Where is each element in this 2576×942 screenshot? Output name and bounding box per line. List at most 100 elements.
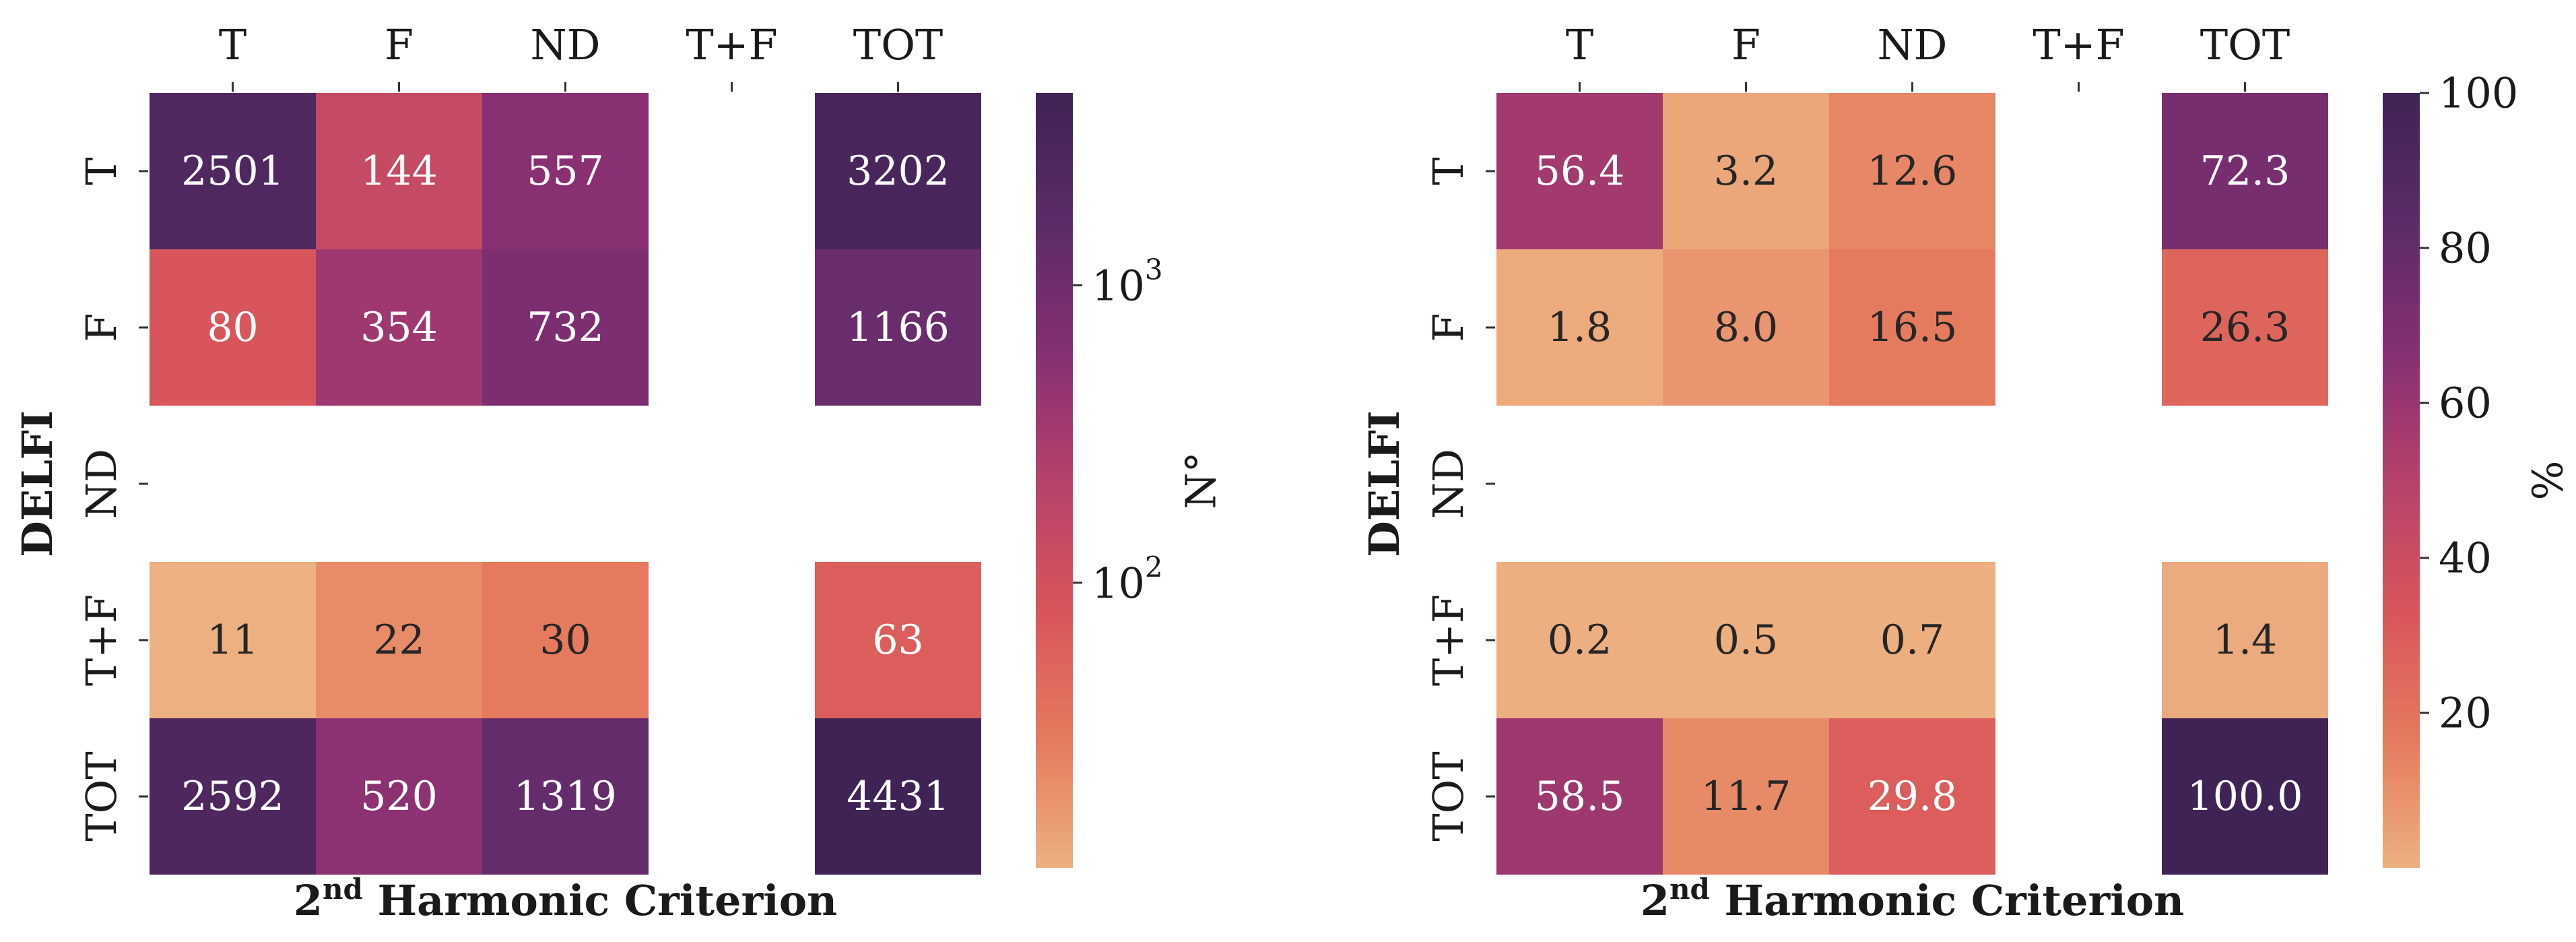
colorbar-tick-exponent: 3 xyxy=(1145,253,1163,286)
heatmap-cell xyxy=(815,93,981,249)
heatmap-cell xyxy=(316,718,482,875)
y-axis-title: DELFI xyxy=(1360,410,1409,557)
x-tick-label: T+F xyxy=(2033,20,2124,69)
x-axis-title-superscript: nd xyxy=(323,873,363,906)
x-tick-label: TOT xyxy=(2200,20,2290,69)
heatmap-cell xyxy=(1496,93,1663,249)
cell-value-label: 732 xyxy=(527,304,604,351)
heatmap-cell xyxy=(815,249,981,406)
heatmap-cell xyxy=(482,93,649,249)
colorbar-tick-exponent: 2 xyxy=(1145,550,1163,583)
cell-value-label: 1166 xyxy=(847,304,950,351)
heatmap-percent-panel: 56.4 3.2 12.6 72.3 1.8 8.0 16.5 26.3 0.2 0.5 0.7 1.… xyxy=(1360,20,2573,925)
cell-value-label: 2501 xyxy=(181,148,284,195)
heatmap-cell xyxy=(1496,249,1663,406)
cell-value-label: 16.5 xyxy=(1868,304,1958,351)
cell-value-label: 11.7 xyxy=(1701,773,1791,820)
cell-value-label: 1319 xyxy=(514,773,617,820)
colorbar-tick-label: 100 xyxy=(2439,69,2518,118)
heatmap-cell xyxy=(316,249,482,406)
cell-value-label: 1.8 xyxy=(1548,304,1612,351)
heatmap-cell xyxy=(1663,249,1829,406)
cell-value-label: 63 xyxy=(872,617,923,664)
cell-value-label: 8.0 xyxy=(1714,304,1778,351)
heatmap-cell xyxy=(150,718,316,875)
heatmap-cell xyxy=(2162,562,2328,718)
x-tick-label: TOT xyxy=(853,20,944,69)
y-tick-label: F xyxy=(1424,313,1473,342)
cell-value-label: 12.6 xyxy=(1868,148,1958,195)
cell-value-label: 2592 xyxy=(181,773,284,820)
heatmap-cell xyxy=(150,562,316,718)
heatmap-cell xyxy=(1663,718,1829,875)
colorbar-tick-label: 60 xyxy=(2439,379,2492,428)
heatmap-cell xyxy=(316,93,482,249)
heatmap-cell xyxy=(1829,718,1995,875)
colorbar-tick-label: 103 xyxy=(1092,253,1163,310)
cell-value-label: 0.5 xyxy=(1714,617,1778,664)
cell-value-label: 80 xyxy=(207,304,258,351)
cell-value-label: 0.2 xyxy=(1548,617,1612,664)
heatmap-cell xyxy=(1663,562,1829,718)
x-axis-title-main: 2 xyxy=(1641,876,1670,925)
colorbar-tick-base: 10 xyxy=(1092,261,1145,310)
heatmap-cell xyxy=(1496,562,1663,718)
colorbar-tick-label: 40 xyxy=(2439,534,2492,583)
x-tick-label: T+F xyxy=(686,20,777,69)
colorbar-tick-label: 80 xyxy=(2439,224,2492,273)
cell-value-label: 22 xyxy=(373,617,424,664)
x-axis-title-superscript: nd xyxy=(1670,873,1710,906)
heatmap-cell xyxy=(2162,93,2328,249)
colorbar-tick-base: 10 xyxy=(1092,558,1145,607)
cell-value-label: 100.0 xyxy=(2187,773,2303,820)
heatmap-cell xyxy=(2162,718,2328,875)
x-axis-title-main: 2 xyxy=(294,876,323,925)
y-tick-label: F xyxy=(77,313,126,342)
x-axis-title-rest: Harmonic Criterion xyxy=(363,876,837,925)
y-tick-label: T+F xyxy=(1424,594,1473,686)
heatmap-cell xyxy=(815,562,981,718)
x-tick-label: T xyxy=(1566,20,1593,69)
cell-value-label: 0.7 xyxy=(1880,617,1944,664)
cell-value-label: 354 xyxy=(360,304,438,351)
heatmap-cell xyxy=(815,718,981,875)
heatmap-cell xyxy=(2162,249,2328,406)
cell-value-label: 3202 xyxy=(847,148,950,195)
cell-value-label: 1.4 xyxy=(2213,617,2277,664)
y-tick-label: ND xyxy=(77,449,126,519)
y-tick-label: ND xyxy=(1424,449,1473,519)
cell-value-label: 11 xyxy=(207,617,258,664)
x-axis-title: 2nd Harmonic Criterion xyxy=(1641,873,2184,925)
x-axis-title-rest: Harmonic Criterion xyxy=(1710,876,2184,925)
cell-value-label: 557 xyxy=(527,148,604,195)
heatmap-cell xyxy=(1496,718,1663,875)
x-axis-title: 2nd Harmonic Criterion xyxy=(294,873,837,925)
cell-value-label: 4431 xyxy=(847,773,950,820)
y-axis-title: DELFI xyxy=(13,410,62,557)
colorbar-label: % xyxy=(2523,461,2573,501)
cell-value-label: 56.4 xyxy=(1535,148,1625,195)
heatmap-cell xyxy=(1829,249,1995,406)
cell-value-label: 520 xyxy=(360,773,438,820)
colorbar xyxy=(1036,93,1073,868)
y-tick-label: T xyxy=(1424,157,1473,185)
cell-value-label: 3.2 xyxy=(1714,148,1778,195)
colorbar-tick-label: 20 xyxy=(2439,689,2492,738)
cell-value-label: 29.8 xyxy=(1868,773,1958,820)
heatmap-cell xyxy=(150,93,316,249)
cell-value-label: 58.5 xyxy=(1535,773,1625,820)
y-tick-label: T+F xyxy=(77,594,126,686)
heatmap-cell xyxy=(1829,562,1995,718)
y-tick-label: T xyxy=(77,157,126,185)
heatmap-cell xyxy=(482,718,649,875)
cell-value-label: 30 xyxy=(539,617,591,664)
heatmap-cell xyxy=(482,562,649,718)
colorbar-tick-label: 102 xyxy=(1092,550,1163,607)
heatmap-cell xyxy=(316,562,482,718)
colorbar xyxy=(2383,93,2420,868)
x-tick-label: ND xyxy=(531,20,601,69)
x-tick-label: F xyxy=(385,20,414,69)
heatmap-cell xyxy=(1663,93,1829,249)
